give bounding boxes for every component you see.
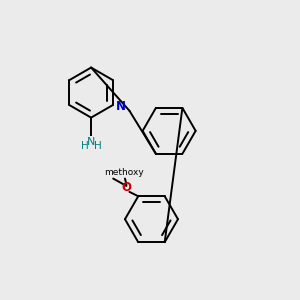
Text: H: H	[81, 141, 88, 151]
Text: N: N	[87, 137, 95, 147]
Text: N: N	[116, 100, 126, 113]
Text: H: H	[94, 141, 101, 151]
Text: O: O	[122, 181, 131, 194]
Text: methoxy: methoxy	[103, 168, 143, 177]
